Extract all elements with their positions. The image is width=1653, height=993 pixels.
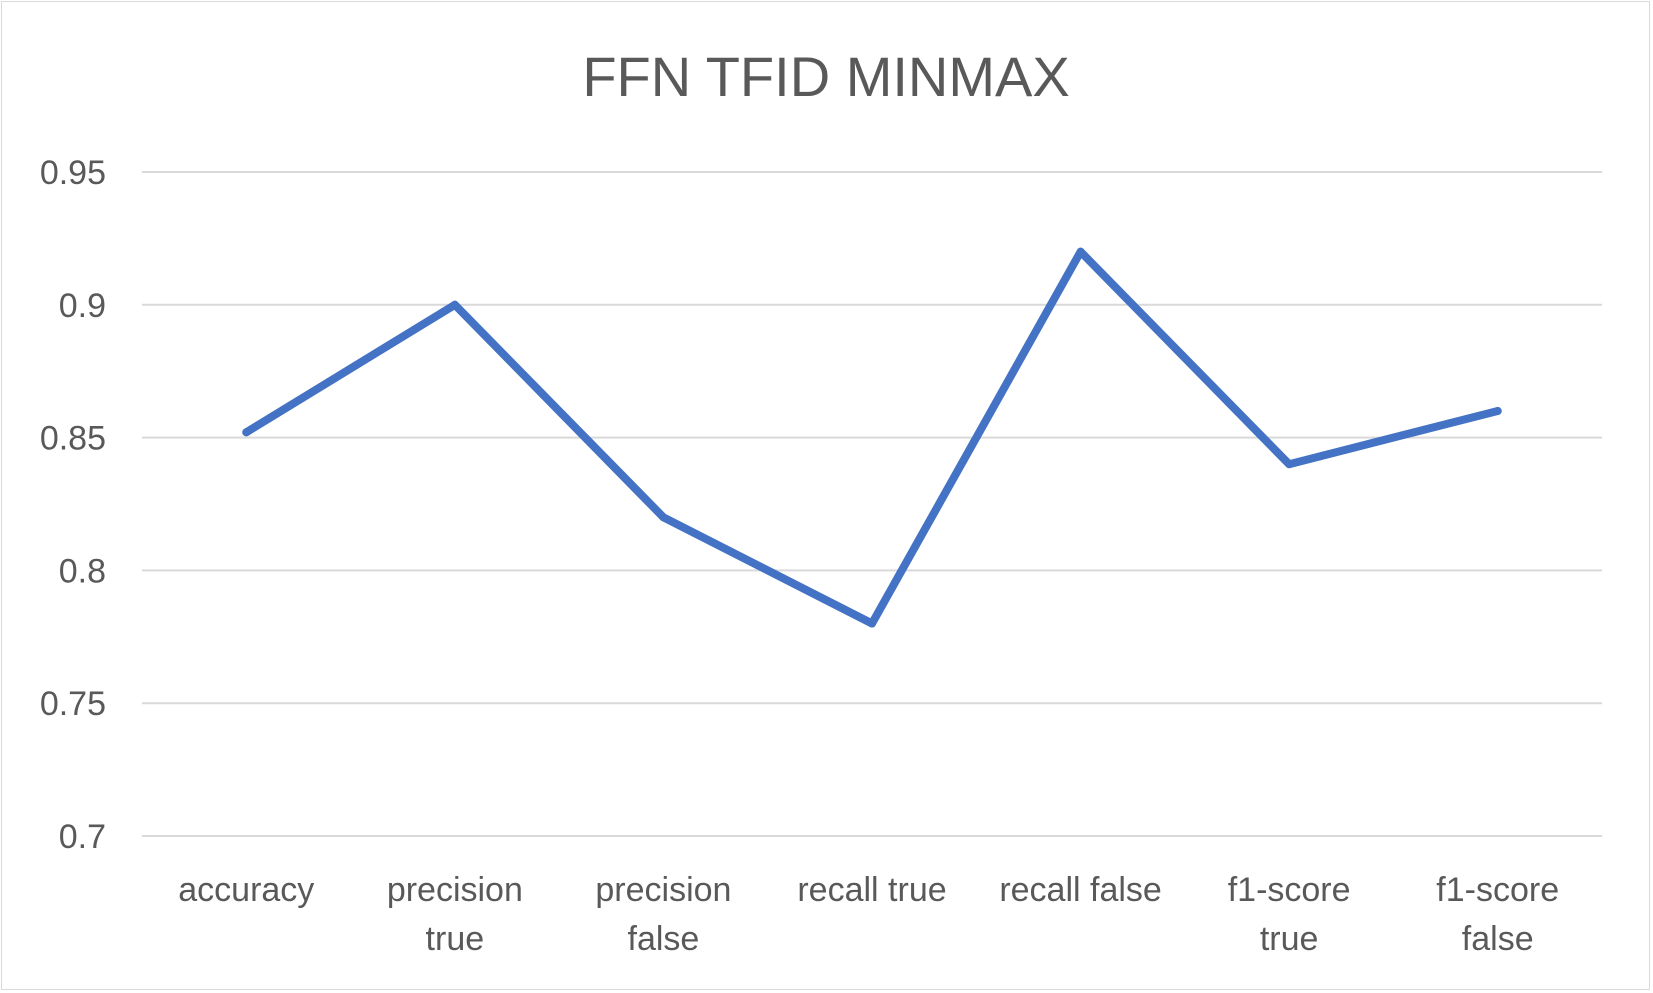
data-point <box>868 619 876 628</box>
x-tick-label: recall false <box>999 871 1162 909</box>
chart-title: FFN TFID MINMAX <box>582 45 1069 108</box>
data-point <box>659 513 668 522</box>
gridlines <box>142 171 1602 837</box>
y-tick-label: 0.85 <box>40 420 106 458</box>
data-point <box>1493 407 1502 416</box>
data-point <box>242 428 251 437</box>
x-tick-label: precision true <box>387 871 523 958</box>
y-axis-ticks: 0.7 0.75 0.8 0.85 0.9 0.95 <box>40 154 106 856</box>
x-axis-ticks: accuracy precision true precision false recal… <box>178 871 1559 958</box>
y-tick-label: 0.9 <box>59 287 106 325</box>
x-tick-label: f1-score false <box>1436 871 1559 958</box>
data-point <box>1285 460 1294 469</box>
y-tick-label: 0.7 <box>59 818 106 856</box>
y-tick-label: 0.8 <box>59 552 106 590</box>
series-group <box>242 247 1502 628</box>
x-tick-label: precision false <box>595 871 731 958</box>
x-tick-label: accuracy <box>178 871 314 909</box>
data-point <box>450 300 459 309</box>
x-tick-label: f1-score true <box>1228 871 1351 958</box>
y-tick-label: 0.75 <box>40 685 106 723</box>
x-tick-label: recall true <box>797 871 946 909</box>
y-tick-label: 0.95 <box>40 154 106 192</box>
data-point <box>1076 247 1085 256</box>
